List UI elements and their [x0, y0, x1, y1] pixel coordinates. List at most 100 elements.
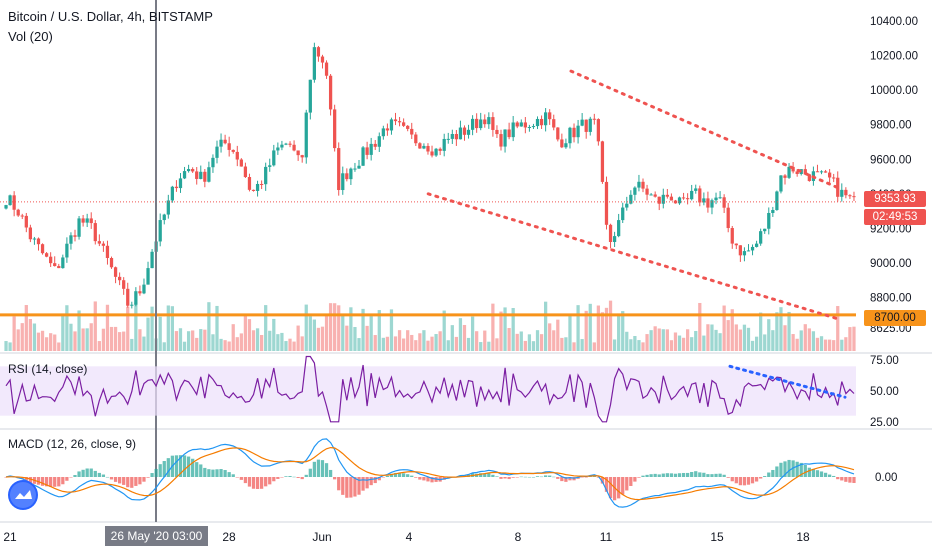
- candle[interactable]: [215, 146, 219, 158]
- candle[interactable]: [122, 280, 126, 289]
- candle[interactable]: [511, 122, 515, 138]
- candle[interactable]: [450, 133, 454, 139]
- candle[interactable]: [312, 47, 316, 80]
- candle[interactable]: [61, 257, 65, 269]
- candle[interactable]: [49, 256, 53, 264]
- candle[interactable]: [304, 112, 308, 158]
- candle[interactable]: [146, 268, 150, 285]
- candle[interactable]: [722, 197, 726, 208]
- candle[interactable]: [657, 196, 661, 204]
- tradingview-logo-icon[interactable]: [8, 480, 38, 510]
- candle[interactable]: [828, 172, 832, 178]
- candle[interactable]: [738, 245, 742, 256]
- candle[interactable]: [296, 150, 300, 156]
- candle[interactable]: [483, 119, 487, 125]
- candle[interactable]: [182, 171, 187, 179]
- candle[interactable]: [495, 129, 499, 135]
- candle[interactable]: [65, 243, 69, 258]
- candle[interactable]: [341, 173, 345, 191]
- candle[interactable]: [284, 143, 288, 145]
- candle[interactable]: [523, 122, 527, 128]
- candle[interactable]: [479, 119, 483, 129]
- candle[interactable]: [251, 189, 256, 191]
- candle[interactable]: [406, 125, 410, 129]
- candle[interactable]: [617, 220, 621, 237]
- candle[interactable]: [466, 129, 471, 135]
- candle[interactable]: [746, 250, 751, 252]
- candle[interactable]: [389, 119, 394, 131]
- rsi-trendline[interactable]: [728, 364, 847, 399]
- candle[interactable]: [548, 112, 552, 120]
- candle[interactable]: [365, 147, 369, 155]
- candle[interactable]: [446, 138, 450, 140]
- candle[interactable]: [779, 175, 783, 192]
- candle[interactable]: [393, 119, 398, 122]
- candle[interactable]: [239, 159, 243, 167]
- candle[interactable]: [93, 223, 97, 242]
- candle[interactable]: [807, 174, 811, 181]
- candle[interactable]: [255, 183, 260, 191]
- candle[interactable]: [377, 136, 381, 147]
- candle[interactable]: [8, 195, 12, 206]
- candle[interactable]: [349, 168, 353, 180]
- candle[interactable]: [166, 200, 170, 215]
- candle[interactable]: [109, 257, 114, 268]
- candle[interactable]: [625, 203, 629, 208]
- candle[interactable]: [260, 183, 264, 185]
- candle[interactable]: [138, 291, 142, 294]
- candle[interactable]: [308, 79, 312, 113]
- candle[interactable]: [223, 139, 227, 144]
- candle[interactable]: [600, 141, 605, 182]
- candle[interactable]: [320, 56, 325, 63]
- candle[interactable]: [170, 186, 174, 201]
- candle[interactable]: [438, 148, 442, 151]
- candle[interactable]: [763, 228, 767, 232]
- candle[interactable]: [381, 128, 385, 137]
- candle[interactable]: [576, 125, 580, 138]
- candle[interactable]: [20, 215, 24, 217]
- candle[interactable]: [385, 128, 390, 131]
- candle[interactable]: [85, 218, 89, 223]
- candle[interactable]: [134, 291, 138, 305]
- candle[interactable]: [158, 220, 162, 242]
- candle[interactable]: [345, 173, 349, 180]
- candle[interactable]: [28, 227, 32, 240]
- candle[interactable]: [633, 187, 637, 195]
- candle[interactable]: [57, 266, 61, 269]
- candle[interactable]: [832, 177, 836, 179]
- candle[interactable]: [535, 118, 540, 127]
- candle[interactable]: [36, 238, 41, 245]
- candle[interactable]: [588, 118, 592, 132]
- candle[interactable]: [795, 171, 799, 175]
- candle[interactable]: [422, 145, 426, 149]
- candle[interactable]: [470, 118, 475, 130]
- candle[interactable]: [836, 177, 840, 197]
- candle[interactable]: [669, 196, 674, 201]
- candle[interactable]: [195, 171, 199, 179]
- candle[interactable]: [247, 177, 252, 190]
- candle[interactable]: [681, 197, 686, 199]
- candle[interactable]: [268, 165, 272, 167]
- candle[interactable]: [178, 178, 183, 189]
- candle[interactable]: [539, 118, 544, 126]
- candle[interactable]: [373, 143, 377, 147]
- candle[interactable]: [81, 218, 85, 223]
- candle[interactable]: [665, 194, 669, 197]
- candle[interactable]: [767, 212, 771, 229]
- candle[interactable]: [552, 119, 556, 128]
- candle[interactable]: [596, 119, 600, 142]
- candle[interactable]: [316, 47, 321, 57]
- candle[interactable]: [113, 267, 118, 277]
- candle[interactable]: [264, 166, 268, 185]
- candle[interactable]: [333, 109, 337, 149]
- candle[interactable]: [592, 118, 596, 120]
- candle[interactable]: [361, 147, 365, 166]
- candle[interactable]: [560, 139, 564, 148]
- candle[interactable]: [89, 218, 93, 224]
- candle[interactable]: [162, 214, 166, 221]
- candle[interactable]: [130, 304, 134, 306]
- candle[interactable]: [199, 171, 203, 179]
- candle[interactable]: [848, 195, 852, 197]
- candle[interactable]: [324, 62, 329, 76]
- candle[interactable]: [694, 188, 698, 191]
